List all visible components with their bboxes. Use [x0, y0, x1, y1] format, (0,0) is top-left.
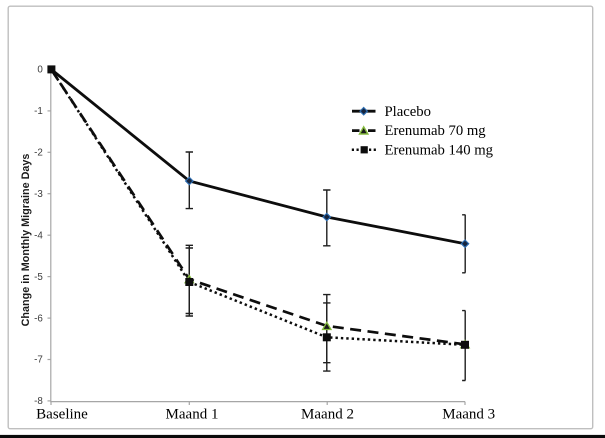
svg-text:Baseline: Baseline	[36, 407, 88, 423]
svg-text:-6: -6	[34, 313, 43, 324]
svg-text:-8: -8	[34, 396, 43, 407]
svg-text:Change in Monthly Migraine Day: Change in Monthly Migraine Days	[20, 154, 32, 327]
svg-text:-5: -5	[34, 272, 43, 283]
svg-text:0: 0	[37, 65, 43, 76]
svg-text:-2: -2	[34, 148, 43, 159]
svg-text:-4: -4	[34, 230, 43, 241]
svg-text:-7: -7	[34, 355, 43, 366]
svg-text:-3: -3	[34, 189, 43, 200]
svg-text:Maand 1: Maand 1	[166, 407, 219, 423]
svg-text:Erenumab 140 mg: Erenumab 140 mg	[385, 143, 494, 159]
svg-text:Maand 2: Maand 2	[301, 407, 354, 423]
svg-text:Maand 3: Maand 3	[442, 407, 495, 423]
svg-text:-1: -1	[34, 106, 43, 117]
svg-text:Erenumab 70 mg: Erenumab 70 mg	[385, 123, 487, 139]
svg-text:Placebo: Placebo	[385, 104, 432, 120]
